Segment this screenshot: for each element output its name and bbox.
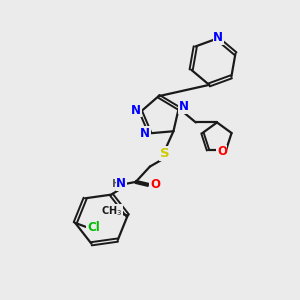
Text: N: N — [178, 100, 188, 113]
Text: Cl: Cl — [87, 221, 100, 234]
Text: N: N — [116, 177, 126, 190]
Text: O: O — [150, 178, 160, 191]
Text: N: N — [131, 104, 141, 117]
Text: H: H — [112, 179, 120, 189]
Text: N: N — [213, 31, 223, 44]
Text: CH$_3$: CH$_3$ — [101, 204, 122, 218]
Text: N: N — [140, 127, 150, 140]
Text: S: S — [160, 147, 170, 160]
Text: O: O — [217, 145, 227, 158]
